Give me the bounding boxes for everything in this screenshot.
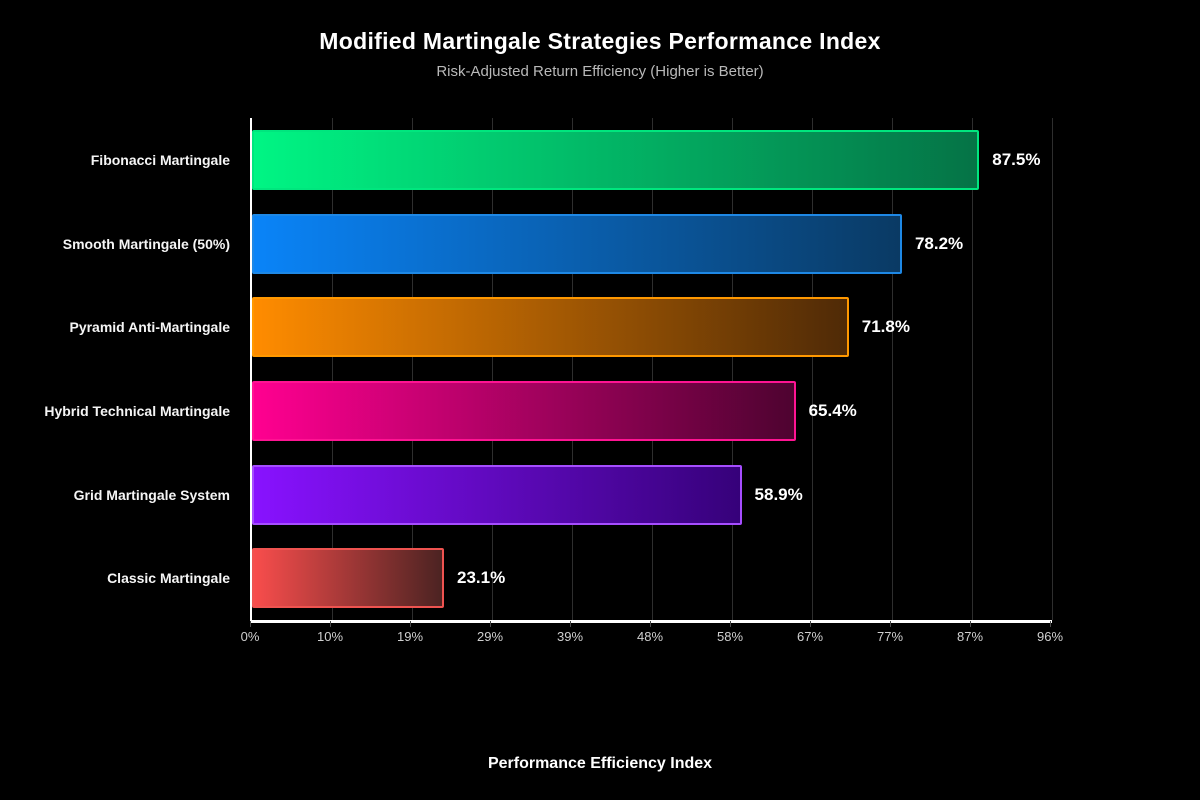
tick-label: 29% [476,629,504,644]
tick-mark [810,621,811,627]
tick-mark [730,621,731,627]
tick-label: 0% [240,629,260,644]
gridline [1052,118,1053,620]
tick-mark [650,621,651,627]
bar-hybrid-technical-martingale [252,380,796,441]
category-label: Smooth Martingale (50%) [62,235,230,252]
tick-mark [490,621,491,627]
gridline [332,118,333,620]
x-axis-ticks: 0% 10% 19% 29% 39% 48% 58% 67% 77% 87% 96% [241,621,1063,653]
category-label: Hybrid Technical Martingale [44,402,230,419]
value-label: 87.5% [992,149,1041,169]
value-label: 78.2% [914,233,964,253]
gridline [892,118,893,620]
category-label: Fibonacci Martingale [90,151,230,168]
value-label: 71.8% [861,317,910,337]
tick-label: 19% [396,629,424,644]
tick-mark [890,621,891,627]
bar-row: 71.8% [252,285,1052,369]
tick-label: 39% [556,629,584,644]
tick-mark [1050,621,1051,627]
gridline [412,118,413,620]
category-label: Grid Martingale System [73,486,230,503]
category-label: Classic Martingale [107,570,230,587]
bar-grid-martingale-system [252,464,742,525]
tick-label: 48% [636,629,664,644]
tick-label: 87% [956,629,984,644]
bar-row: 87.5% [252,118,1052,202]
tick-mark [410,621,411,627]
value-label: 23.1% [457,568,506,588]
bar-classic-martingale [252,548,444,609]
category-axis-labels: Fibonacci Martingale Smooth Martingale (… [0,118,240,620]
bar-row: 23.1% [252,536,1052,620]
tick-label: 96% [1036,629,1064,644]
tick-label: 67% [796,629,824,644]
bar-rows: 87.5% 78.2% 71.8% 65.4% 58.9% 23.1% [252,118,1052,620]
tick-label: 77% [876,629,904,644]
gridline [812,118,813,620]
bar-row: 58.9% [252,453,1052,537]
gridline [652,118,653,620]
bar-row: 78.2% [252,202,1052,286]
gridline [972,118,973,620]
tick-mark [970,621,971,627]
bar-fibonacci-martingale [252,129,980,190]
gridline [492,118,493,620]
category-label: Pyramid Anti-Martingale [69,319,230,336]
tick-label: 58% [716,629,744,644]
plot-area: 87.5% 78.2% 71.8% 65.4% 58.9% 23.1% [250,118,1053,623]
value-label: 65.4% [808,400,857,420]
bar-smooth-martingale [252,213,902,274]
gridline [572,118,573,620]
tick-mark [570,621,571,627]
chart-title: Modified Martingale Strategies Performan… [319,28,881,54]
value-label: 58.9% [754,484,803,504]
bar-row: 65.4% [252,369,1052,453]
tick-mark [250,621,251,627]
bar-pyramid-anti-martingale [252,297,849,358]
chart-subtitle: Risk-Adjusted Return Efficiency (Higher … [436,63,764,80]
tick-mark [330,621,331,627]
gridline [732,118,733,620]
x-axis-title: Performance Efficiency Index [487,755,713,772]
tick-label: 10% [316,629,344,644]
